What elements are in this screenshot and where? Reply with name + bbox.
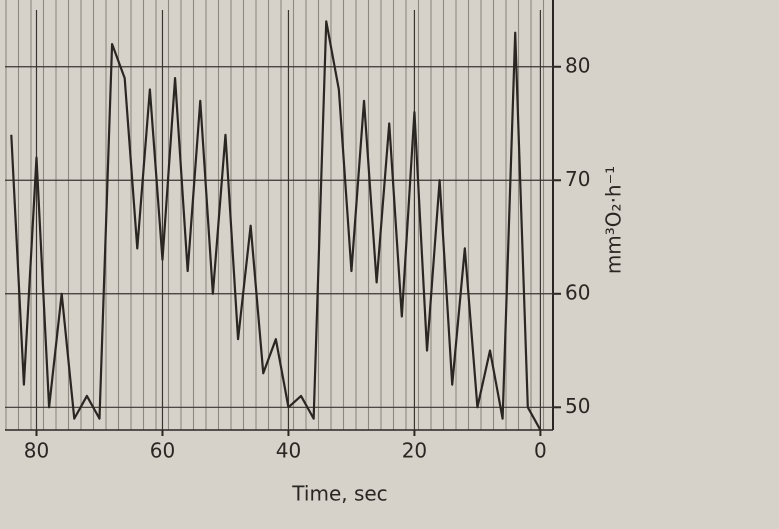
y-tick-label: 60 [565, 280, 590, 304]
x-axis-label: Time, sec [291, 482, 387, 506]
x-tick-label: 20 [402, 439, 427, 463]
y-tick-label: 80 [565, 53, 590, 77]
x-tick-label: 0 [534, 439, 547, 463]
y-tick-label: 70 [565, 167, 590, 191]
x-tick-label: 80 [24, 439, 49, 463]
x-tick-label: 40 [276, 439, 301, 463]
trace-line [10, 20, 542, 431]
chart-paper-lines [5, 0, 553, 430]
y-tick-label: 50 [565, 394, 590, 418]
y-axis-label: mm³O₂·h⁻¹ [602, 166, 626, 274]
x-tick-label: 60 [150, 439, 175, 463]
